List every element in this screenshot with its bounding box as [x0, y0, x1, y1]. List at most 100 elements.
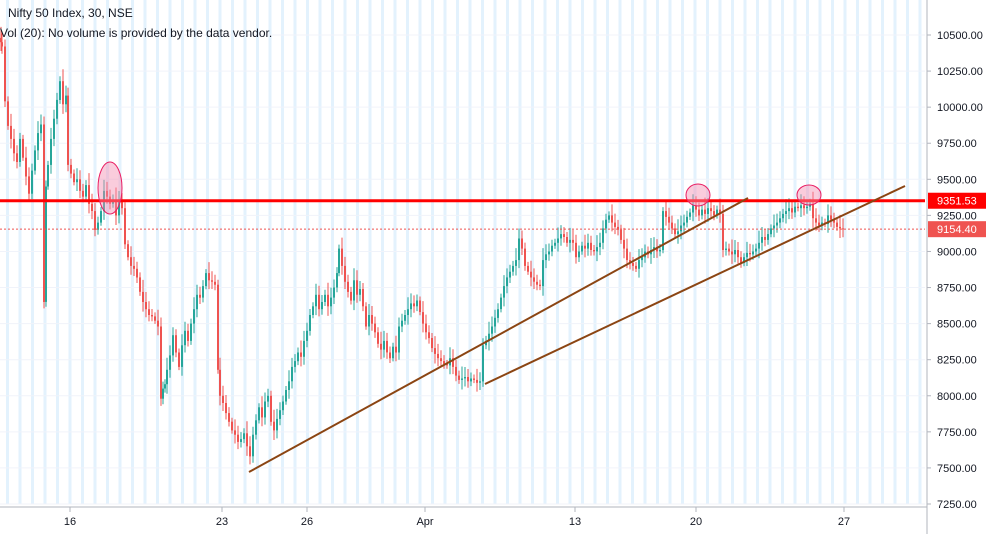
grid-band-20	[256, 0, 259, 504]
grid-band-28	[356, 0, 359, 504]
price-tick-label-0: 10500.00	[937, 30, 983, 42]
candle-body-14	[37, 133, 39, 151]
candle-body-1	[0, 37, 2, 43]
candle-body-55	[157, 320, 159, 327]
candle-body-242	[713, 211, 715, 216]
candle-body-191	[560, 234, 562, 239]
candle-body-66	[187, 330, 189, 341]
candle-body-126	[365, 306, 367, 327]
candle-body-263	[776, 222, 778, 226]
price-tick-label-3: 9750.00	[937, 138, 977, 150]
candle-body-197	[578, 251, 580, 258]
candles-layer	[0, 26, 844, 465]
candle-body-259	[764, 237, 766, 240]
time-tick-label-6: 27	[838, 516, 850, 528]
candle-body-160	[467, 377, 469, 382]
candle-body-211	[620, 229, 622, 240]
candle-body-258	[761, 237, 763, 243]
candle-body-170	[497, 309, 499, 318]
drawing-overlay[interactable]	[0, 161, 925, 473]
trendline-lower[interactable]	[248, 197, 749, 473]
symbol-title[interactable]: Nifty 50 Index, 30, NSE	[8, 6, 133, 20]
candle-body-60	[169, 355, 171, 370]
candle-body-22	[59, 81, 61, 100]
candle-body-164	[479, 381, 481, 383]
grid-band-65	[818, 0, 822, 504]
candle-body-251	[740, 257, 742, 263]
candle-body-57	[162, 388, 164, 399]
candle-body-247	[728, 248, 730, 252]
candle-body-163	[476, 379, 478, 383]
grid-band-63	[793, 0, 797, 504]
highlight-ellipse-1[interactable]	[97, 161, 123, 215]
grid-band-50	[631, 0, 634, 504]
trendline-upper[interactable]	[484, 185, 906, 385]
candle-body-250	[737, 250, 739, 258]
candle-body-103	[297, 352, 299, 362]
candle-body-229	[674, 228, 676, 235]
candle-body-121	[350, 291, 352, 301]
grid-band-36	[456, 0, 459, 504]
candle-body-63	[178, 352, 180, 367]
candle-body-228	[671, 222, 673, 229]
grid-band-27	[343, 0, 347, 504]
time-tick-label-0: 16	[64, 516, 76, 528]
candle-body-94	[270, 395, 272, 422]
grid-band-73	[918, 0, 922, 504]
candle-body-285	[842, 228, 844, 230]
candle-body-97	[279, 410, 281, 419]
highlight-ellipse-3[interactable]	[796, 184, 822, 206]
candle-body-248	[731, 251, 733, 255]
candle-body-89	[255, 420, 257, 435]
candle-body-185	[542, 260, 544, 287]
grid-band-43	[543, 0, 547, 504]
candle-body-244	[719, 209, 721, 214]
highlight-ellipse-2[interactable]	[685, 183, 711, 207]
candle-body-6	[13, 138, 15, 154]
last-price-tag-bg	[928, 221, 986, 238]
candle-body-162	[473, 378, 475, 380]
candle-body-75	[214, 281, 216, 285]
candle-body-214	[629, 260, 631, 263]
candle-body-193	[566, 237, 568, 243]
candle-body-202	[593, 250, 595, 252]
candle-body-132	[383, 340, 385, 350]
grid-band-62	[781, 0, 784, 504]
candle-body-196	[575, 242, 577, 258]
grid-layer	[0, 0, 925, 505]
candle-body-72	[205, 273, 207, 287]
candle-body-252	[743, 257, 745, 263]
candle-body-159	[464, 377, 466, 379]
candle-body-255	[752, 251, 754, 255]
candle-body-204	[599, 242, 601, 248]
candle-body-141	[410, 303, 412, 310]
candle-body-210	[617, 226, 619, 230]
grid-band-4	[56, 0, 59, 504]
candle-body-76	[217, 284, 219, 370]
volume-indicator-label[interactable]: Vol (20): No volume is provided by the d…	[0, 26, 273, 40]
grid-band-48	[606, 0, 609, 504]
candle-body-186	[545, 254, 547, 261]
grid-band-25	[318, 0, 322, 504]
candle-body-272	[803, 205, 805, 209]
price-tick-label-2: 10000.00	[937, 102, 983, 114]
candle-body-215	[632, 263, 634, 266]
candle-body-12	[31, 170, 33, 194]
candle-body-232	[683, 222, 685, 226]
candle-body-167	[488, 333, 490, 341]
grid-band-68	[856, 0, 859, 504]
candle-body-152	[443, 361, 445, 364]
candle-body-67	[190, 323, 192, 341]
candle-body-71	[202, 286, 204, 298]
candle-body-38	[106, 190, 108, 197]
candle-body-282	[833, 219, 835, 223]
candle-body-175	[512, 265, 514, 272]
candle-body-122	[353, 280, 355, 301]
candle-body-231	[680, 225, 682, 232]
candle-body-69	[196, 294, 198, 310]
grid-band-53	[668, 0, 672, 504]
grid-band-11	[143, 0, 147, 504]
candle-body-48	[136, 268, 138, 278]
